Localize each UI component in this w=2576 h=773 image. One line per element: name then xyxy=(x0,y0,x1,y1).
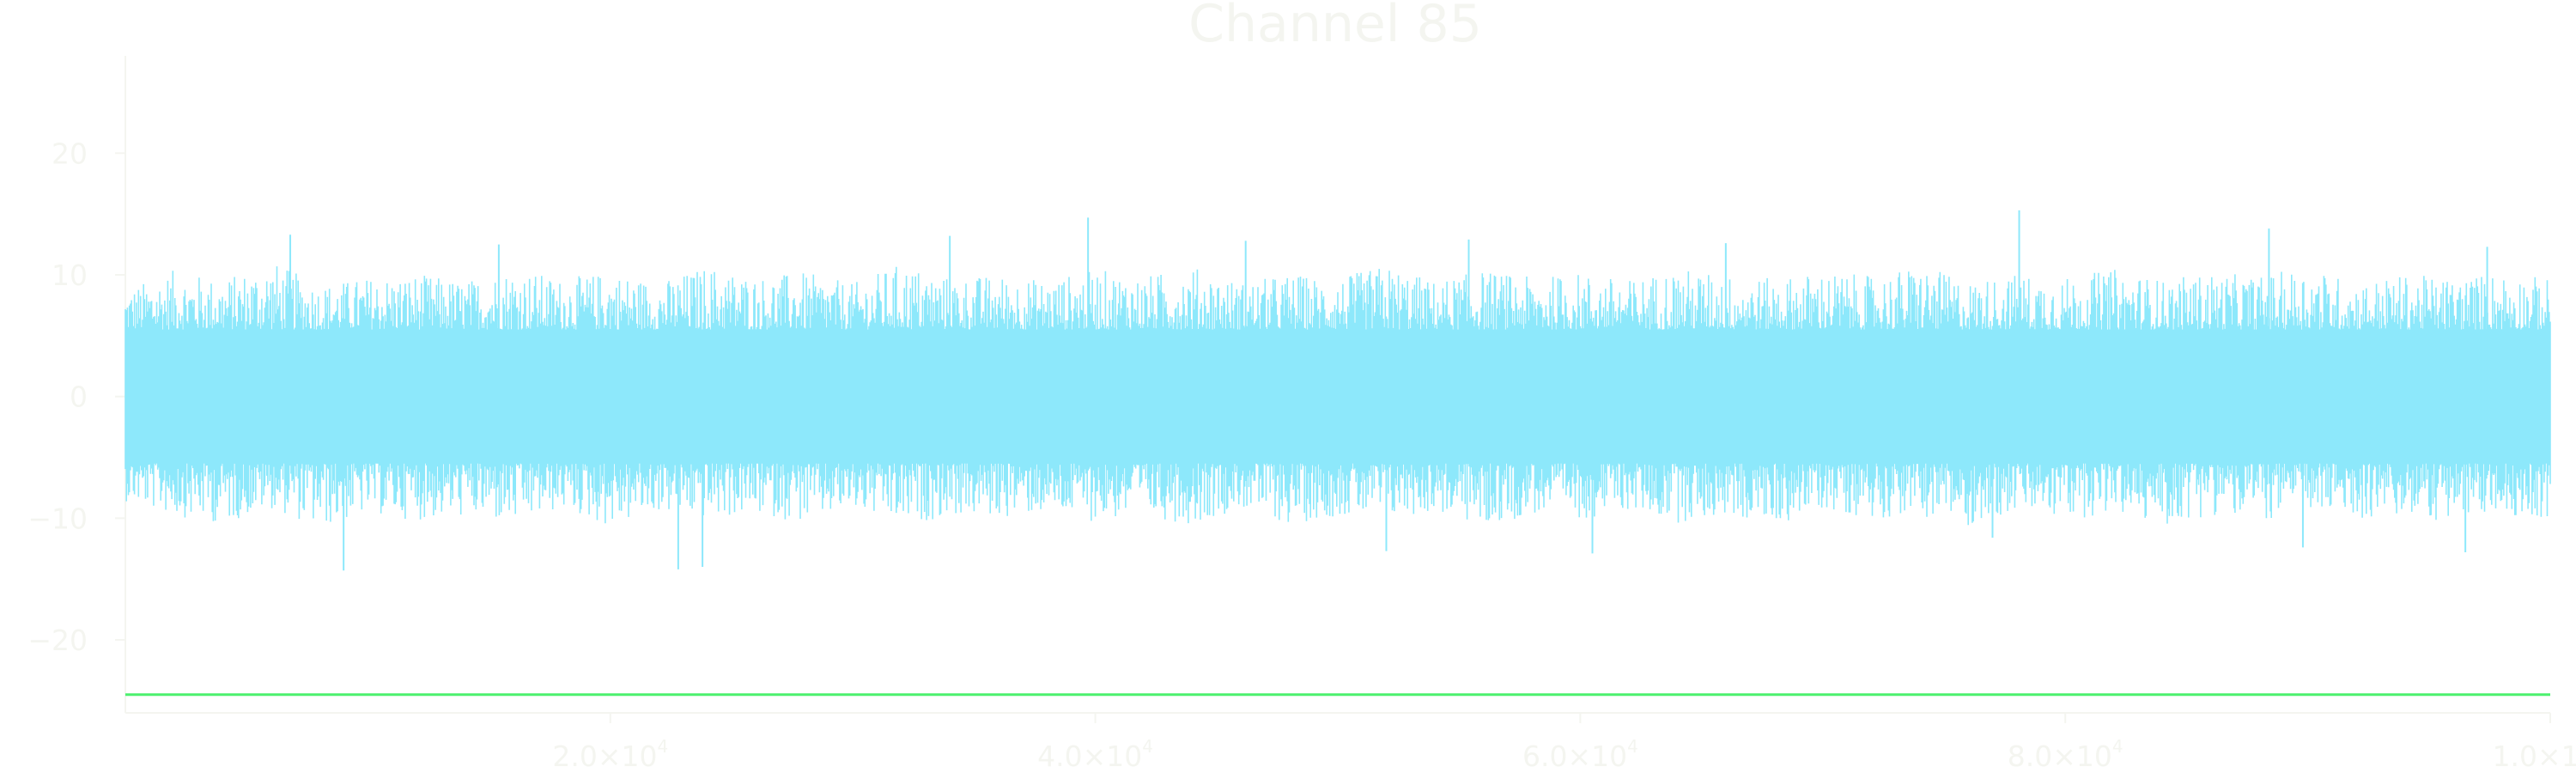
y-tick-label: 0 xyxy=(70,380,88,414)
y-tick-label: 20 xyxy=(52,137,88,170)
x-tick-exponent: 4 xyxy=(2112,736,2123,757)
x-tick-mantissa: 1.0×10 xyxy=(2493,740,2576,773)
y-tick-label: 10 xyxy=(52,259,88,292)
x-tick-exponent: 4 xyxy=(657,736,668,757)
x-tick-label: 6.0×104 xyxy=(1522,736,1638,773)
x-tick-exponent: 4 xyxy=(1142,736,1153,757)
x-tick-exponent: 4 xyxy=(1627,736,1638,757)
y-axis-ticks: 20 10 0 −10 −20 xyxy=(27,137,125,657)
x-tick-mantissa: 6.0×10 xyxy=(1522,740,1627,773)
x-tick-mantissa: 2.0×10 xyxy=(552,740,657,773)
y-tick-label: −10 xyxy=(27,502,88,535)
x-tick-mantissa: 4.0×10 xyxy=(1037,740,1142,773)
x-tick-label: 2.0×104 xyxy=(552,736,668,773)
x-tick-mantissa: 8.0×10 xyxy=(2008,740,2112,773)
x-tick-label: 4.0×104 xyxy=(1037,736,1153,773)
series-layer xyxy=(125,210,2551,697)
x-tick-label: 1.0×105 xyxy=(2493,736,2576,773)
x-tick-label: 8.0×104 xyxy=(2008,736,2123,773)
y-tick-label: −20 xyxy=(27,624,88,657)
chart-title: Channel 85 xyxy=(1188,0,1482,54)
signal-core-band xyxy=(125,329,2550,464)
